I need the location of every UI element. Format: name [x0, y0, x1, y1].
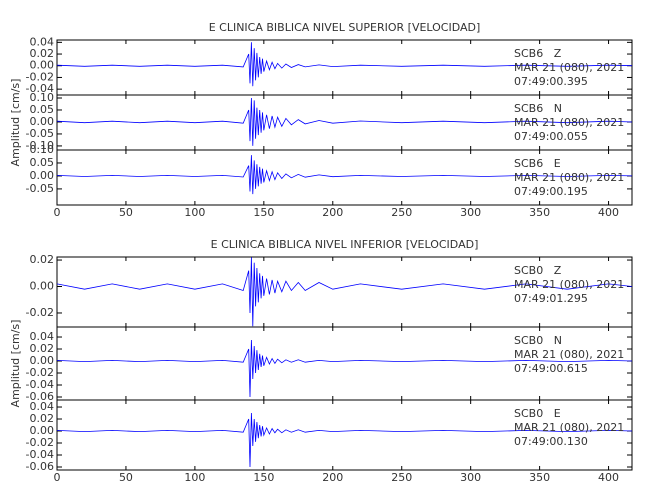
x-tick-label: 0 [54, 471, 61, 484]
x-tick-label: 350 [529, 471, 550, 484]
x-tick-label: 200 [322, 471, 343, 484]
trace-annotation: SCB0 N [514, 334, 562, 347]
y-tick-label: 0.05 [30, 103, 55, 116]
y-tick-label: -0.05 [26, 127, 54, 140]
trace-annotation: 07:49:00.055 [514, 130, 588, 143]
y-tick-label: -0.02 [26, 436, 54, 449]
x-tick-label: 300 [460, 471, 481, 484]
x-tick-label: 50 [119, 471, 133, 484]
trace-annotation: 07:49:01.295 [514, 292, 588, 305]
y-tick-label: 0.05 [30, 156, 55, 169]
chart-title: E CLINICA BIBLICA NIVEL SUPERIOR [VELOCI… [209, 21, 481, 34]
y-tick-label: 0.10 [30, 143, 55, 156]
x-tick-label: 150 [253, 206, 274, 219]
trace-annotation: 07:49:00.615 [514, 362, 588, 375]
x-tick-label: 0 [54, 206, 61, 219]
y-tick-label: -0.02 [26, 306, 54, 319]
trace-annotation: 07:49:00.130 [514, 435, 588, 448]
panel-frame [56, 149, 633, 206]
x-tick-label: 50 [119, 206, 133, 219]
y-tick-label: 0.00 [30, 115, 55, 128]
trace-annotation: 07:49:00.195 [514, 185, 588, 198]
y-tick-label: -0.04 [26, 378, 54, 391]
x-tick-label: 100 [184, 206, 205, 219]
chart-title: E CLINICA BIBLICA NIVEL INFERIOR [VELOCI… [211, 238, 479, 251]
y-tick-label: 0.02 [30, 412, 55, 425]
waveform [56, 97, 633, 146]
x-tick-label: 100 [184, 471, 205, 484]
y-tick-label: 0.00 [30, 354, 55, 367]
trace-annotation: 07:49:00.395 [514, 75, 588, 88]
waveform [56, 412, 633, 468]
y-tick-label: 0.02 [30, 47, 55, 60]
x-tick-label: 200 [322, 206, 343, 219]
x-tick-label: 250 [391, 206, 412, 219]
trace-annotation: MAR 21 (080), 2021 [514, 116, 624, 129]
y-tick-label: 0.04 [30, 400, 55, 413]
trace-annotation: MAR 21 (080), 2021 [514, 171, 624, 184]
y-tick-label: 0.04 [30, 35, 55, 48]
x-tick-label: 350 [529, 206, 550, 219]
trace-annotation: SCB0 Z [514, 264, 562, 277]
x-tick-label: 400 [598, 471, 619, 484]
y-tick-label: -0.02 [26, 366, 54, 379]
y-tick-label: 0.02 [30, 253, 55, 266]
y-tick-label: 0.00 [30, 169, 55, 182]
y-tick-label: -0.04 [26, 448, 54, 461]
trace-annotation: SCB6 N [514, 102, 562, 115]
waveform [56, 339, 633, 398]
y-tick-label: 0.00 [30, 59, 55, 72]
trace-annotation: SCB0 E [514, 407, 561, 420]
x-tick-label: 150 [253, 471, 274, 484]
y-tick-label: -0.04 [26, 82, 54, 95]
trace-annotation: SCB6 E [514, 157, 561, 170]
x-tick-label: 300 [460, 206, 481, 219]
trace-annotation: MAR 21 (080), 2021 [514, 61, 624, 74]
y-tick-label: 0.10 [30, 91, 55, 104]
trace-annotation: MAR 21 (080), 2021 [514, 278, 624, 291]
x-tick-label: 250 [391, 471, 412, 484]
trace-annotation: MAR 21 (080), 2021 [514, 348, 624, 361]
y-tick-label: -0.02 [26, 70, 54, 83]
y-tick-label: -0.10 [26, 139, 54, 152]
panel-frame [56, 399, 633, 471]
y-tick-label: -0.06 [26, 460, 54, 473]
y-tick-label: 0.00 [30, 424, 55, 437]
y-tick-label: 0.04 [30, 330, 55, 343]
trace-annotation: SCB6 Z [514, 47, 562, 60]
waveform [56, 42, 633, 87]
y-tick-label: -0.06 [26, 390, 54, 403]
trace-annotation: MAR 21 (080), 2021 [514, 421, 624, 434]
y-axis-label: Amplitud [cm/s] [9, 79, 22, 167]
y-tick-label: 0.00 [30, 280, 55, 293]
y-tick-label: -0.05 [26, 182, 54, 195]
y-axis-label: Amplitud [cm/s] [9, 320, 22, 408]
y-tick-label: 0.02 [30, 342, 55, 355]
x-tick-label: 400 [598, 206, 619, 219]
waveform [56, 257, 633, 327]
waveform [56, 155, 633, 195]
